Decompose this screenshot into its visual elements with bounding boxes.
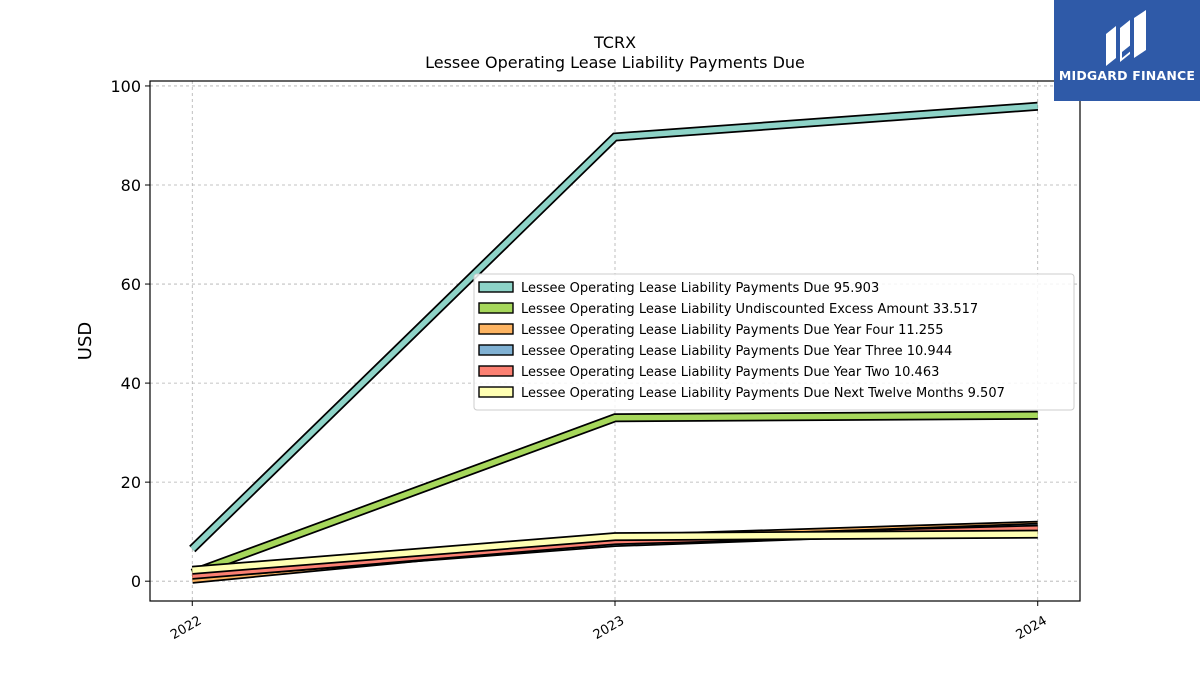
series-line-1	[191, 412, 1038, 576]
y-axis-label: USD	[75, 322, 96, 360]
legend-entry-3: Lessee Operating Lease Liability Payment…	[521, 344, 952, 359]
legend-entry-5: Lessee Operating Lease Liability Payment…	[521, 386, 1005, 401]
legend-box	[473, 273, 1075, 411]
brand-logo: MIDGARD FINANCE	[1054, 0, 1200, 101]
brand-name: MIDGARD FINANCE	[1058, 68, 1196, 83]
chart-subtitle: Lessee Operating Lease Liability Payment…	[425, 53, 805, 72]
y-tick-label: 80	[121, 176, 141, 195]
y-axis: 0 20 40 60 80 100	[110, 77, 150, 591]
legend-swatch-1	[478, 302, 514, 314]
y-tick-label: 40	[121, 374, 141, 393]
legend-entry-1: Lessee Operating Lease Liability Undisco…	[521, 302, 978, 317]
y-tick-label: 0	[131, 572, 141, 591]
chart-title: TCRX	[593, 33, 636, 52]
legend-entry-4: Lessee Operating Lease Liability Payment…	[521, 365, 939, 380]
y-tick-label: 60	[121, 275, 141, 294]
midgard-m-logo-icon	[1106, 10, 1146, 66]
legend-swatch-5	[478, 386, 514, 398]
x-tick-label: 2024	[1014, 613, 1050, 643]
legend-entry-0: Lessee Operating Lease Liability Payment…	[521, 281, 879, 296]
legend-swatch-2	[478, 323, 514, 335]
legend: Lessee Operating Lease Liability Payment…	[473, 273, 1075, 411]
y-tick-label: 100	[110, 77, 141, 96]
x-tick-label: 2023	[591, 613, 627, 643]
legend-entry-2: Lessee Operating Lease Liability Payment…	[521, 323, 944, 338]
series-line-0	[190, 103, 1038, 551]
series-layer	[189, 101, 1039, 584]
legend-swatch-3	[478, 344, 514, 356]
series-line-5	[192, 531, 1038, 574]
legend-swatch-0	[478, 281, 514, 293]
legend-swatch-4	[478, 365, 514, 377]
x-tick-label: 2022	[168, 613, 204, 643]
x-axis: 2022 2023 2024	[168, 601, 1050, 643]
y-tick-label: 20	[121, 473, 141, 492]
